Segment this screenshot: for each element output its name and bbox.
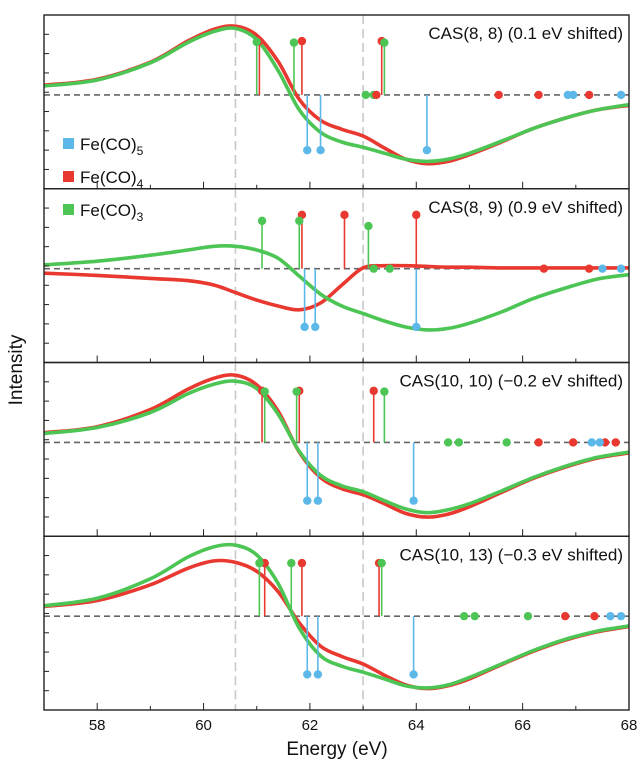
x-tick-label: 60 bbox=[195, 717, 212, 734]
panel-1: CAS(8, 8) (0.1 eV shifted) bbox=[43, 14, 630, 190]
panel-title: CAS(10, 13) (−0.3 eV shifted) bbox=[400, 545, 623, 564]
dot-FeCO5 bbox=[606, 611, 615, 621]
curves bbox=[44, 373, 629, 519]
series-line-FeCO3 bbox=[44, 26, 629, 164]
stick-head-FeCO3 bbox=[380, 38, 389, 47]
x-tick-label: 62 bbox=[302, 717, 319, 734]
legend-item-FeCO3: Fe(CO)3 bbox=[63, 201, 144, 224]
stick-head-FeCO4 bbox=[297, 36, 307, 46]
legend-label: Fe(CO)3 bbox=[80, 201, 144, 224]
x-axis-label: Energy (eV) bbox=[286, 739, 387, 760]
dot-FeCO3 bbox=[502, 438, 511, 447]
stick-head-FeCO3 bbox=[380, 387, 389, 396]
panel-frame bbox=[43, 535, 630, 711]
dot-FeCO5 bbox=[598, 264, 607, 273]
stick-head-FeCO3 bbox=[377, 558, 386, 568]
stick-head-FeCO5 bbox=[313, 496, 323, 505]
series-line-FeCO4 bbox=[44, 558, 629, 691]
stick-head-FeCO3 bbox=[292, 387, 301, 396]
dot-FeCO5 bbox=[595, 438, 604, 447]
curves bbox=[44, 542, 629, 691]
series-line-FeCO3 bbox=[44, 379, 629, 515]
stick-head-FeCO5 bbox=[300, 322, 309, 332]
panel-2: CAS(8, 9) (0.9 eV shifted) bbox=[43, 188, 630, 364]
dot-FeCO4 bbox=[568, 438, 578, 447]
legend-swatch bbox=[63, 171, 74, 182]
stick-head-FeCO3 bbox=[255, 558, 264, 568]
dot-FeCO4 bbox=[494, 90, 503, 100]
stick-head-FeCO5 bbox=[412, 322, 421, 332]
legend-label: Fe(CO)4 bbox=[80, 168, 144, 191]
stick-head-FeCO3 bbox=[287, 558, 296, 568]
x-tick-label: 66 bbox=[514, 717, 531, 734]
dot-FeCO3 bbox=[369, 264, 378, 273]
stick-head-FeCO4 bbox=[340, 210, 349, 220]
stick-head-FeCO3 bbox=[364, 221, 373, 231]
series-line-FeCO3 bbox=[44, 542, 629, 690]
stick-head-FeCO3 bbox=[257, 216, 267, 226]
panel-title: CAS(8, 9) (0.9 eV shifted) bbox=[428, 198, 623, 217]
dot-FeCO5 bbox=[587, 438, 596, 447]
stick-head-FeCO5 bbox=[316, 146, 325, 155]
dot-FeCO4 bbox=[534, 438, 543, 447]
y-axis-label: Intensity bbox=[6, 334, 27, 405]
stick-head-FeCO5 bbox=[409, 670, 418, 679]
stick-head-FeCO3 bbox=[260, 387, 269, 396]
dot-FeCO4 bbox=[560, 611, 570, 621]
panel-title: CAS(8, 8) (0.1 eV shifted) bbox=[428, 24, 623, 43]
legend-item-FeCO5: Fe(CO)5 bbox=[63, 135, 144, 158]
x-tick-label: 68 bbox=[621, 717, 638, 734]
dot-FeCO5 bbox=[616, 264, 626, 273]
dot-FeCO3 bbox=[459, 611, 469, 621]
stick-head-FeCO4 bbox=[412, 210, 421, 220]
dot-FeCO5 bbox=[568, 90, 578, 100]
dot-FeCO3 bbox=[523, 611, 533, 621]
dot-FeCO4 bbox=[534, 90, 543, 100]
stick-head-FeCO5 bbox=[303, 146, 312, 155]
dot-FeCO3 bbox=[385, 264, 394, 273]
dot-FeCO3 bbox=[443, 438, 453, 447]
dot-FeCO4 bbox=[611, 438, 620, 447]
panels: CAS(8, 8) (0.1 eV shifted) CAS(8, 9) (0.9… bbox=[43, 14, 638, 734]
stick-head-FeCO3 bbox=[295, 216, 304, 226]
stick-head-FeCO3 bbox=[289, 38, 299, 47]
series-line-FeCO4 bbox=[44, 373, 629, 519]
dot-FeCO4 bbox=[372, 90, 381, 100]
dot-FeCO4 bbox=[590, 611, 599, 621]
legend-swatch bbox=[63, 204, 74, 215]
stick-head-FeCO5 bbox=[409, 496, 418, 505]
legend-label: Fe(CO)5 bbox=[80, 135, 144, 158]
dot-FeCO3 bbox=[454, 438, 464, 447]
curves bbox=[44, 243, 629, 332]
dot-FeCO4 bbox=[539, 264, 549, 273]
legend-swatch bbox=[63, 138, 74, 149]
stick-head-FeCO4 bbox=[369, 386, 378, 396]
dot-FeCO4 bbox=[584, 264, 594, 273]
dot-FeCO4 bbox=[584, 90, 594, 100]
dot-FeCO3 bbox=[470, 611, 479, 621]
dot-FeCO3 bbox=[361, 90, 370, 100]
legend: Fe(CO)5 Fe(CO)4 Fe(CO)3 bbox=[63, 135, 144, 224]
dot-FeCO5 bbox=[616, 611, 626, 621]
stick-head-FeCO4 bbox=[297, 558, 307, 568]
stick-head-FeCO3 bbox=[252, 37, 261, 47]
stick-head-FeCO5 bbox=[303, 670, 312, 679]
series-line-FeCO3 bbox=[44, 243, 629, 332]
panel-3: CAS(10, 10) (−0.2 eV shifted) bbox=[43, 361, 630, 537]
curves bbox=[44, 24, 629, 166]
x-tick-label: 58 bbox=[89, 717, 106, 734]
dot-FeCO5 bbox=[616, 90, 626, 100]
stick-head-FeCO5 bbox=[311, 322, 320, 332]
panel-4: CAS(10, 13) (−0.3 eV shifted) 58 60 62 64 66 6… bbox=[43, 535, 638, 734]
x-tick-label: 64 bbox=[408, 717, 425, 734]
panel-title: CAS(10, 10) (−0.2 eV shifted) bbox=[400, 372, 623, 391]
stick-head-FeCO5 bbox=[313, 670, 323, 679]
series-line-FeCO4 bbox=[44, 263, 629, 312]
stick-head-FeCO5 bbox=[303, 496, 312, 505]
legend-item-FeCO4: Fe(CO)4 bbox=[63, 168, 144, 191]
stick-head-FeCO5 bbox=[422, 146, 432, 155]
